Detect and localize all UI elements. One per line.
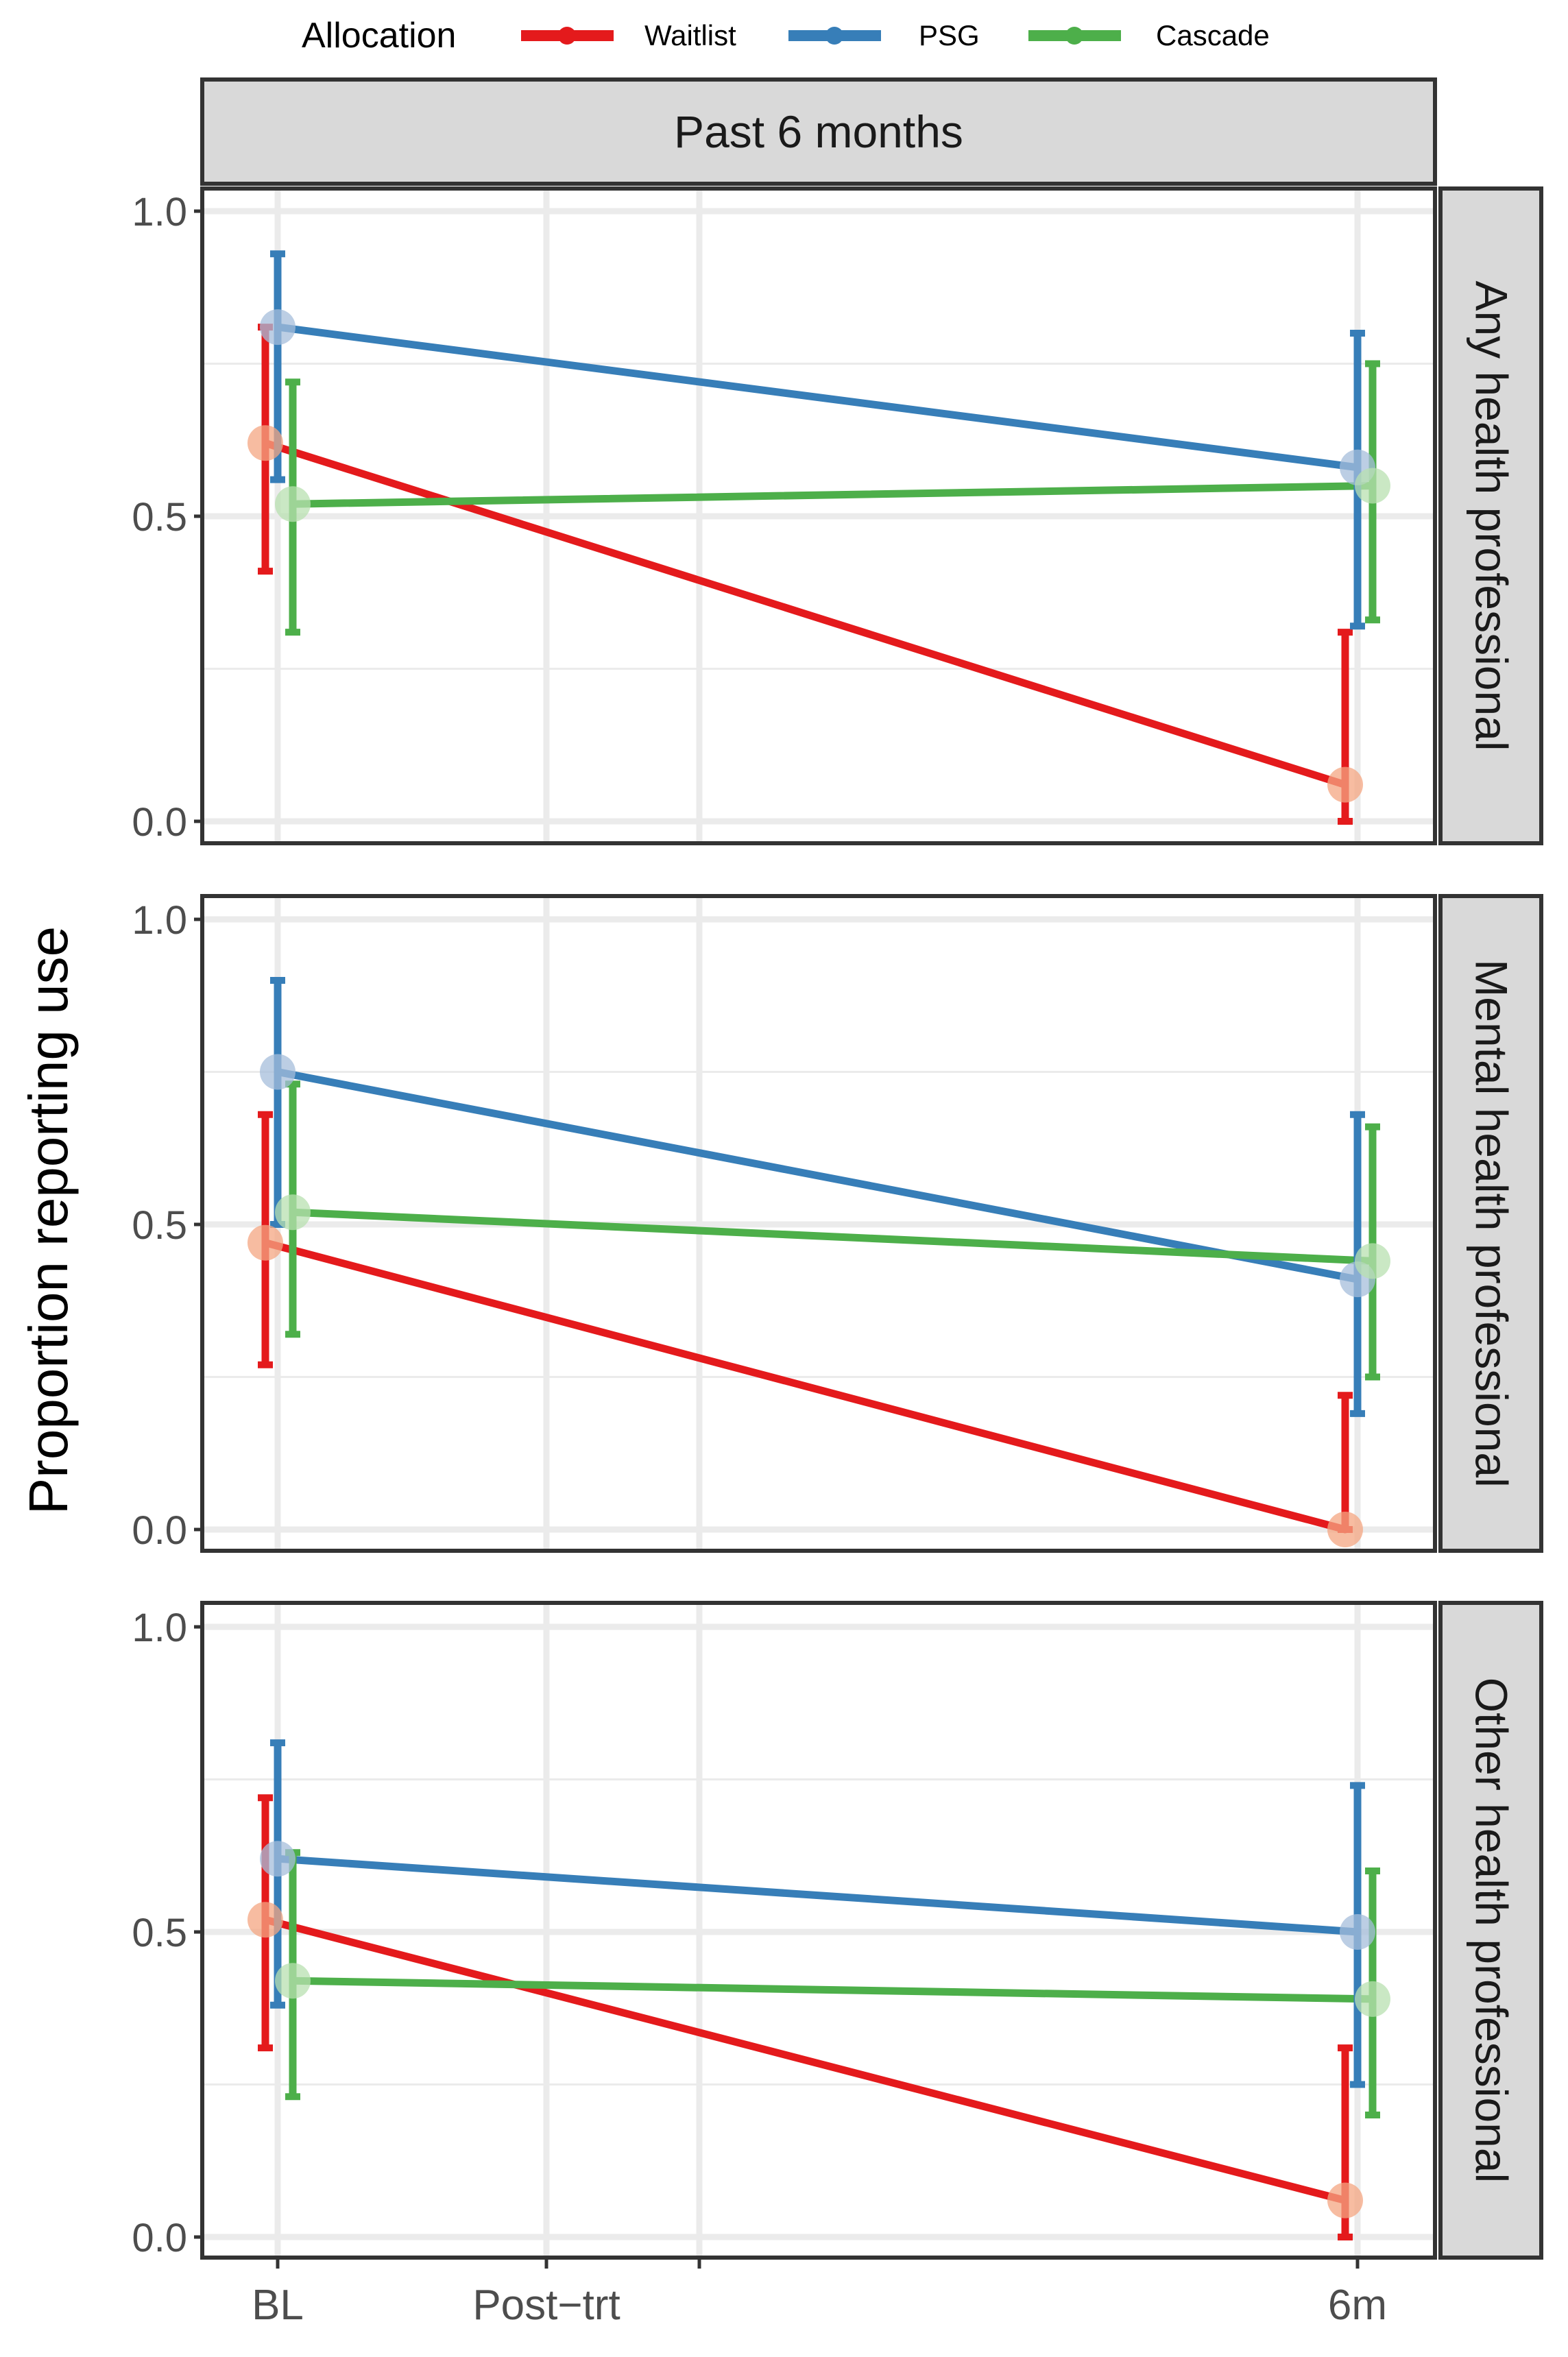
legend-key-point — [558, 27, 576, 45]
series-line-psg — [274, 323, 1362, 472]
legend-key-point — [825, 27, 843, 45]
series-line-cascade — [289, 1977, 1377, 2003]
x-tick-label: 6m — [1328, 2282, 1387, 2329]
y-tick-label: 0.0 — [132, 2216, 187, 2260]
row-strip-label: Mental health professional — [1467, 959, 1517, 1487]
panel-2: 0.0 0.5 1.0 Mental health professional — [132, 894, 1543, 1553]
series-line-waitlist — [261, 1915, 1349, 2205]
series-line-psg — [274, 1068, 1362, 1283]
y-tick-label: 1.0 — [132, 190, 187, 234]
data-point-waitlist — [1327, 1512, 1363, 1547]
panel-border — [200, 1601, 1437, 2260]
row-strip — [1438, 1601, 1543, 2260]
y-axis-title: Proportion reporting use — [18, 926, 79, 1514]
series-line-cascade — [289, 482, 1377, 508]
data-point-psg — [1340, 1914, 1375, 1950]
y-tick-label: 1.0 — [132, 898, 187, 943]
legend-item-waitlist: Waitlist — [521, 19, 736, 51]
data-point-waitlist — [248, 1224, 283, 1261]
data-point-psg — [260, 1054, 295, 1090]
data-point-cascade — [1355, 1981, 1390, 2017]
y-tick-label: 1.0 — [132, 1606, 187, 1650]
legend-label: Cascade — [1156, 19, 1270, 51]
series-line-cascade — [289, 1208, 1377, 1265]
panel-3: 0.0 0.5 1.0 Other health professional — [132, 1601, 1543, 2260]
panel-border — [200, 894, 1437, 1553]
y-tick-label: 0.5 — [132, 1203, 187, 1248]
x-tick-label: Post−trt — [472, 2282, 620, 2329]
legend-title: Allocation — [302, 16, 456, 56]
legend-item-psg: PSG — [788, 19, 980, 51]
data-point-cascade — [1355, 468, 1390, 504]
column-strip — [200, 77, 1437, 186]
panel-border — [200, 186, 1437, 845]
data-point-cascade — [275, 1194, 311, 1231]
legend-label: PSG — [919, 19, 980, 51]
y-tick-label: 0.0 — [132, 800, 187, 845]
y-tick-label: 0.5 — [132, 1911, 187, 1955]
data-point-cascade — [275, 486, 311, 522]
data-point-cascade — [1355, 1243, 1390, 1279]
data-point-waitlist — [1327, 2182, 1363, 2219]
data-point-cascade — [275, 1963, 311, 1999]
column-strip-label: Past 6 months — [674, 106, 963, 157]
row-strip — [1438, 186, 1543, 845]
y-tick-label: 0.0 — [132, 1508, 187, 1553]
data-point-waitlist — [248, 1902, 283, 1938]
data-point-waitlist — [1327, 766, 1363, 803]
data-point-psg — [260, 309, 295, 346]
legend-label: Waitlist — [644, 19, 736, 51]
x-tick-label: BL — [252, 2282, 304, 2329]
y-tick-label: 0.5 — [132, 495, 187, 540]
row-strip-label: Other health professional — [1467, 1678, 1517, 2183]
row-strip-label: Any health professional — [1467, 280, 1517, 751]
row-strip — [1438, 894, 1543, 1553]
legend-item-cascade: Cascade — [1028, 19, 1270, 51]
series-line-waitlist — [261, 1239, 1349, 1534]
data-point-waitlist — [248, 425, 283, 461]
panel-1: 0.0 0.5 1.0 Any health professional — [132, 186, 1543, 845]
series-line-psg — [274, 1854, 1362, 1936]
data-point-psg — [260, 1841, 295, 1877]
legend-key-point — [1065, 27, 1083, 45]
